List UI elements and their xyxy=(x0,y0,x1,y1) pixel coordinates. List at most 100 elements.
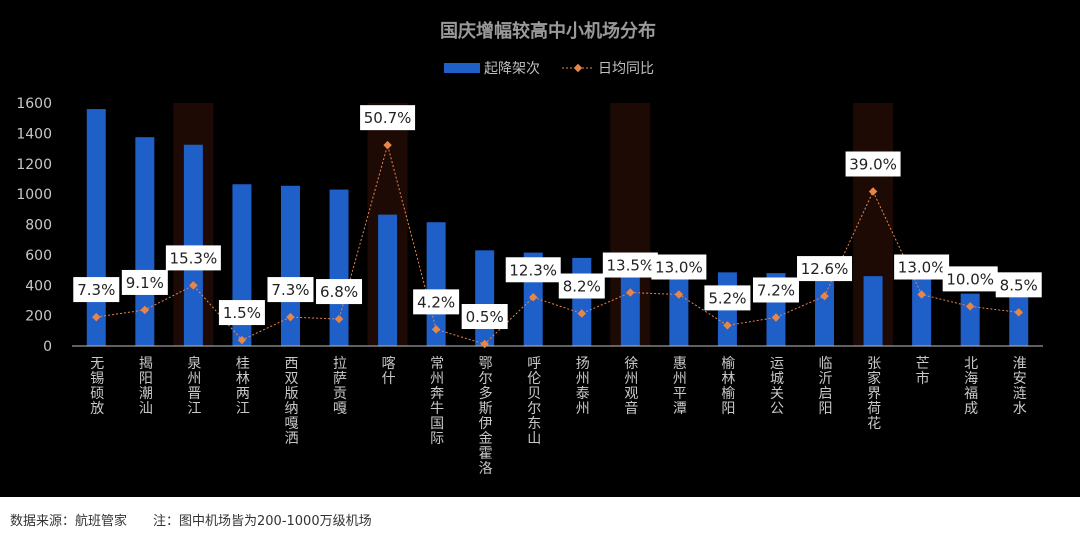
data-label: 39.0% xyxy=(845,151,901,177)
data-label: 13.5% xyxy=(602,252,658,278)
data-label-box xyxy=(797,256,853,282)
data-label-box xyxy=(461,304,508,330)
data-label-text: 7.3% xyxy=(77,281,115,299)
legend-line-label: 日均同比 xyxy=(598,61,654,77)
data-label-text: 0.5% xyxy=(466,308,504,326)
x-tick-label: 西双版纳嘎洒 xyxy=(284,356,298,447)
bar xyxy=(960,293,980,346)
data-label: 6.8% xyxy=(316,279,363,305)
x-tick-label: 扬州泰州 xyxy=(576,356,590,417)
line-point xyxy=(577,309,587,318)
bar xyxy=(426,222,446,346)
line-point xyxy=(723,321,732,330)
x-tick-label: 北海福成 xyxy=(964,356,978,417)
x-tick-label: 惠州平潭 xyxy=(673,356,687,417)
data-label-text: 1.5% xyxy=(223,304,261,322)
data-label-box xyxy=(267,277,314,303)
data-label-text: 13.5% xyxy=(606,257,654,275)
data-label-text: 13.0% xyxy=(898,259,946,277)
line-point xyxy=(237,335,247,345)
bar xyxy=(378,214,398,346)
bar xyxy=(620,276,640,346)
data-label-box xyxy=(752,277,799,303)
line-point xyxy=(431,325,441,334)
y-tick-label: 200 xyxy=(25,309,52,325)
data-label-box xyxy=(704,285,751,311)
data-labels: 7.3% 9.1% 15.3% 1.5% 7.3% 6.8% 50.7% 4.2% 0.5% 12… xyxy=(73,105,1042,330)
data-label-text: 15.3% xyxy=(170,249,218,267)
bar xyxy=(815,274,835,346)
y-tick-label: 1400 xyxy=(16,126,52,142)
y-tick-label: 600 xyxy=(25,248,52,264)
x-tick-label: 常州奔牛国际 xyxy=(430,356,444,447)
line-point xyxy=(189,281,198,290)
data-label: 4.2% xyxy=(413,289,460,315)
line-point xyxy=(528,293,538,302)
data-label: 7.2% xyxy=(752,277,799,303)
data-label-box xyxy=(316,279,363,305)
chart-svg: 国庆增幅较高中小机场分布 起降架次 日均同比 0 200 400 600 800 1000… xyxy=(16,20,1043,477)
data-label-text: 10.0% xyxy=(946,270,994,288)
x-tick-label: 榆林榆阳 xyxy=(721,356,735,417)
bar xyxy=(912,279,932,346)
data-label-text: 12.6% xyxy=(801,260,849,278)
data-label: 12.3% xyxy=(505,257,561,283)
x-tick-label: 呼伦贝尔东山 xyxy=(527,356,541,447)
data-label-box xyxy=(413,289,460,315)
data-label: 13.0% xyxy=(894,254,950,280)
x-tick-label: 淮安涟水 xyxy=(1013,356,1027,417)
legend-bar-label: 起降架次 xyxy=(484,61,540,77)
line-point xyxy=(286,312,295,322)
x-tick-label: 泉州晋江 xyxy=(187,355,201,417)
data-label: 12.6% xyxy=(797,256,853,282)
data-label-text: 6.8% xyxy=(320,283,358,301)
note-text: 注：图中机场皆为200-1000万级机场 xyxy=(153,514,372,529)
x-tick-label: 张家界荷花 xyxy=(867,356,881,432)
line-point xyxy=(383,140,392,150)
data-label-box xyxy=(602,252,658,278)
line-point xyxy=(1014,308,1023,317)
y-axis: 0 200 400 600 800 1000 1200 1400 1600 xyxy=(16,96,52,355)
data-label: 7.3% xyxy=(267,277,314,303)
x-axis: 无锡硕放 揭阳潮汕 泉州晋江 桂林两江 西双版纳嘎洒 拉萨贡嘎 喀什 常州奔牛国际 鄂尔多斯伊金… xyxy=(90,355,1026,477)
line-point xyxy=(771,313,781,322)
line-point xyxy=(674,290,684,299)
chart-title: 国庆增幅较高中小机场分布 xyxy=(440,20,656,42)
line-point xyxy=(140,305,150,315)
data-label-box xyxy=(165,245,221,271)
data-label-box xyxy=(651,254,707,280)
data-label-text: 7.3% xyxy=(271,281,309,299)
x-tick-label: 运城关公 xyxy=(770,356,784,417)
data-label: 8.5% xyxy=(995,272,1042,298)
data-label-text: 50.7% xyxy=(364,109,412,127)
x-tick-label: 徐州观音 xyxy=(624,356,638,417)
y-tick-label: 400 xyxy=(25,278,52,294)
legend-bar-swatch xyxy=(444,63,480,73)
x-tick-label: 临沂启阳 xyxy=(819,356,833,417)
data-label: 50.7% xyxy=(360,105,416,131)
x-tick-label: 揭阳潮汕 xyxy=(139,356,153,417)
x-tick-label: 鄂尔多斯伊金霍洛 xyxy=(479,356,493,477)
data-label-box xyxy=(845,151,901,177)
bar xyxy=(1009,295,1029,346)
y-tick-label: 800 xyxy=(25,218,52,234)
data-label-text: 7.2% xyxy=(757,281,795,299)
bar xyxy=(135,137,155,346)
data-label-text: 8.2% xyxy=(563,278,601,296)
line-point xyxy=(334,314,344,324)
data-label-text: 5.2% xyxy=(708,289,746,307)
x-tick-label: 拉萨贡嘎 xyxy=(333,356,347,417)
line-point xyxy=(92,312,101,322)
y-tick-label: 1600 xyxy=(16,96,52,112)
x-tick-label: 喀什 xyxy=(382,356,396,387)
data-label-box xyxy=(360,105,416,131)
footer: 数据来源：航班管家 注：图中机场皆为200-1000万级机场 xyxy=(10,510,372,529)
data-label-text: 39.0% xyxy=(849,156,897,174)
data-label-box xyxy=(942,266,998,292)
line-point xyxy=(965,302,975,311)
bar xyxy=(669,279,689,346)
data-label-box xyxy=(894,254,950,280)
bar xyxy=(280,185,300,346)
line-path xyxy=(96,143,1019,345)
legend-line-marker xyxy=(573,63,583,73)
